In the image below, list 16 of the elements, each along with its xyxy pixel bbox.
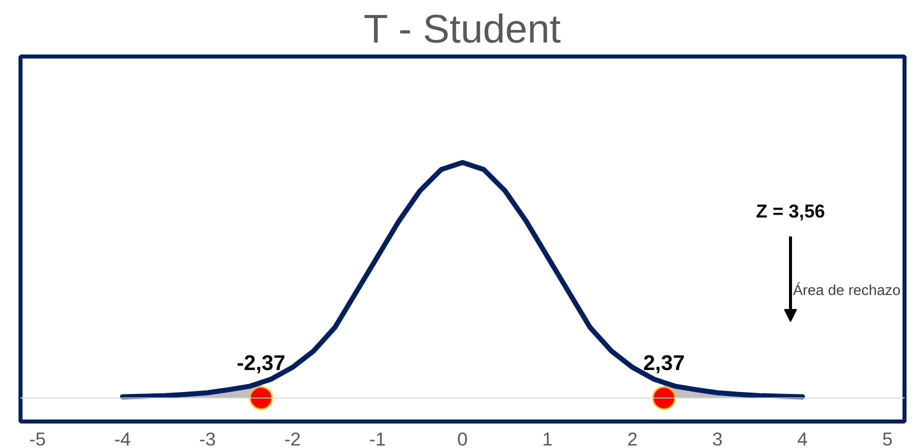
x-tick-label: -5 (29, 428, 46, 448)
x-tick-label: -2 (284, 428, 301, 448)
x-tick-label: 2 (627, 428, 638, 448)
x-tick-label: 3 (712, 428, 723, 448)
x-tick-label: 5 (882, 428, 893, 448)
x-tick-label: 0 (457, 428, 468, 448)
annotation: Área de rechazo (792, 282, 900, 300)
annotation: -2,37 (236, 350, 286, 375)
chart-title: T - Student (364, 8, 561, 52)
x-tick-label: -3 (199, 428, 216, 448)
x-tick-label: -4 (114, 428, 131, 448)
x-tick-label: 4 (797, 428, 808, 448)
annotation: 2,37 (643, 350, 685, 375)
x-tick-label: -1 (369, 428, 386, 448)
annotation: Z = 3,56 (756, 200, 825, 222)
x-tick-label: 1 (542, 428, 553, 448)
